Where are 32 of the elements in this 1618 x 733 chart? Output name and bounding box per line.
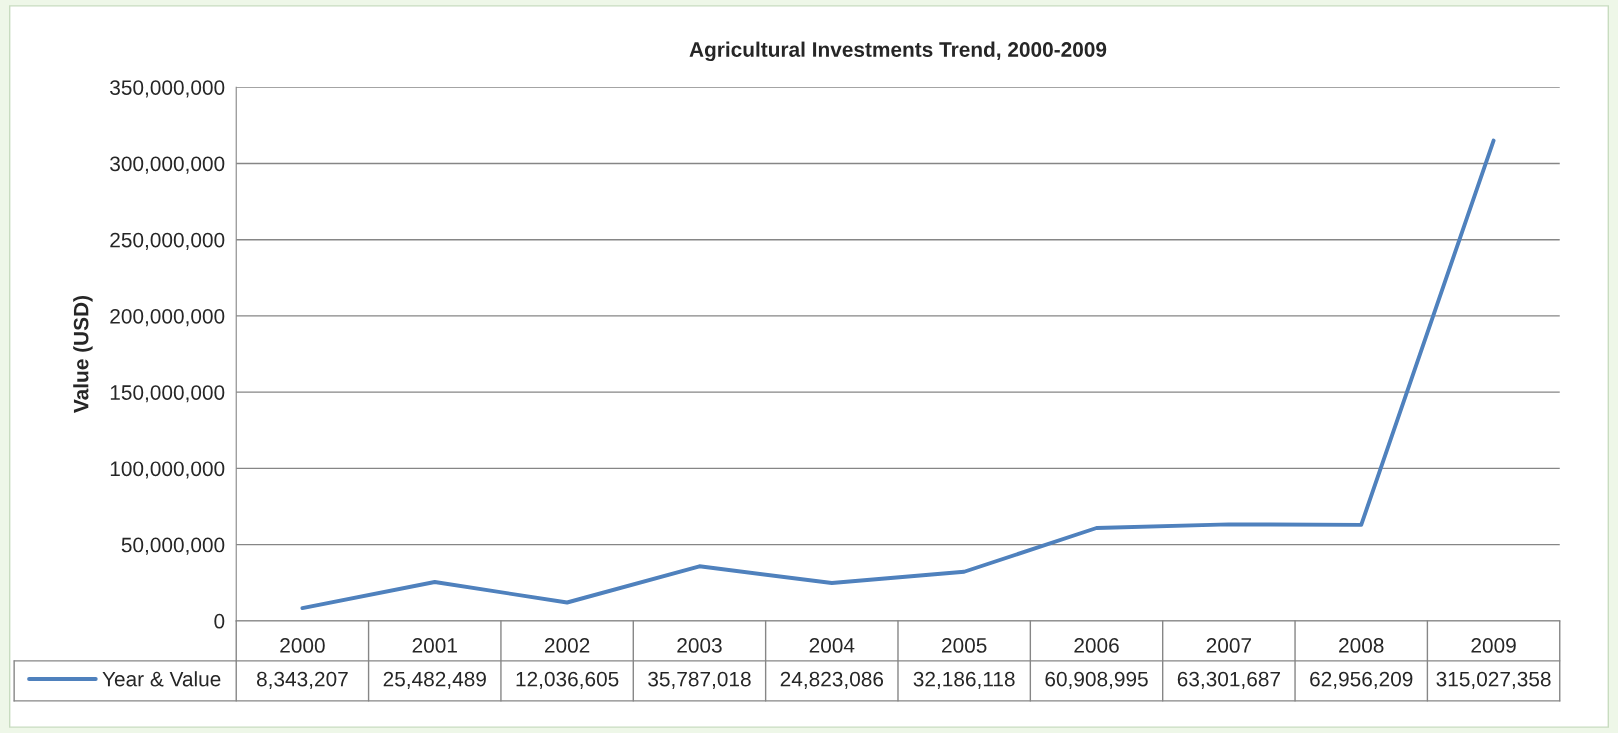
y-axis-title: Value (USD) xyxy=(73,296,93,413)
x-tick-label: 2006 xyxy=(1074,638,1119,653)
y-tick-label: 300,000,000 xyxy=(110,156,225,174)
data-label: 8,343,207 xyxy=(256,671,348,689)
y-tick-label: 100,000,000 xyxy=(110,461,225,479)
data-label: 62,956,209 xyxy=(1310,671,1413,689)
data-label: 60,908,995 xyxy=(1045,671,1148,689)
legend-label: Year & Value xyxy=(102,671,221,687)
x-tick-label: 2008 xyxy=(1339,638,1384,653)
x-tick-label: 2007 xyxy=(1206,638,1251,653)
y-tick-label: 50,000,000 xyxy=(121,537,225,555)
data-label: 32,186,118 xyxy=(913,671,1015,689)
x-tick-label: 2009 xyxy=(1471,638,1516,653)
data-label: 25,482,489 xyxy=(383,671,486,689)
y-tick-label: 250,000,000 xyxy=(110,232,225,250)
x-tick-label: 2004 xyxy=(809,638,855,653)
y-tick-label: 350,000,000 xyxy=(110,80,225,98)
y-tick-label: 0 xyxy=(214,613,225,629)
data-label: 315,027,358 xyxy=(1436,671,1551,689)
data-label: 24,823,086 xyxy=(780,671,884,689)
data-label: 63,301,687 xyxy=(1177,671,1280,689)
data-label: 12,036,605 xyxy=(516,671,619,689)
line-series xyxy=(300,138,1496,611)
x-tick-label: 2003 xyxy=(677,638,722,653)
y-tick-label: 200,000,000 xyxy=(110,308,225,327)
y-tick-label: 150,000,000 xyxy=(110,385,225,403)
x-tick-label: 2005 xyxy=(942,638,987,653)
data-label: 35,787,018 xyxy=(648,671,751,689)
x-tick-label: 2001 xyxy=(412,638,457,653)
x-tick-label: 2002 xyxy=(544,638,590,653)
chart-title: Agricultural Investments Trend, 2000-2009 xyxy=(689,41,1107,62)
x-tick-label: 2000 xyxy=(280,638,325,653)
